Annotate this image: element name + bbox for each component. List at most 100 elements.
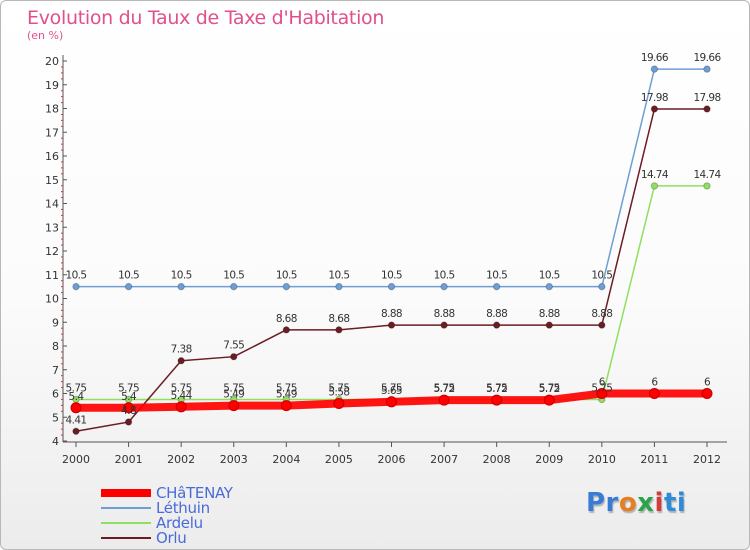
data-label: 5.75 [434, 382, 455, 394]
y-tick-label: 13 [45, 221, 59, 234]
y-tick-label: 12 [45, 245, 59, 258]
data-label: 8.88 [486, 308, 507, 320]
data-point [335, 282, 343, 291]
data-label: 5.65 [381, 385, 402, 397]
y-tick-label: 7 [52, 364, 59, 377]
y-tick-label: 18 [45, 103, 59, 116]
legend-swatch [101, 489, 151, 497]
data-label: 10.5 [539, 270, 560, 282]
data-label: 10.5 [276, 270, 297, 282]
data-point [438, 394, 450, 406]
chart-title: Evolution du Taux de Taxe d'Habitation [27, 7, 385, 29]
data-label: 5.75 [591, 382, 612, 394]
legend-swatch [101, 537, 151, 539]
data-point [124, 418, 133, 426]
data-label: 5.58 [328, 386, 349, 398]
legend-label: CHâTENAY [156, 484, 233, 502]
data-label: 4.41 [66, 414, 87, 426]
data-label: 10.5 [223, 270, 244, 282]
data-point [440, 282, 448, 291]
data-label: 10.5 [486, 270, 507, 282]
legend-item: CHâTENAY [101, 484, 301, 502]
data-point [386, 396, 397, 408]
chart-subtitle: (en %) [27, 29, 64, 42]
y-tick-label: 15 [45, 174, 59, 187]
data-point [333, 397, 345, 409]
data-point [701, 388, 713, 399]
data-label: 19.66 [693, 52, 721, 64]
legend-label: Ardelu [156, 514, 203, 532]
data-label: 6 [704, 377, 711, 389]
series-line-ardelu [75, 185, 708, 401]
data-label: 5.75 [276, 382, 297, 394]
data-point [228, 400, 240, 412]
data-point [280, 400, 292, 412]
data-label: 5.4 [69, 391, 85, 403]
data-label: 5.72 [486, 383, 507, 395]
x-tick-label: 2011 [640, 453, 668, 466]
data-label: 10.5 [66, 270, 87, 282]
x-tick-label: 2001 [115, 453, 143, 466]
y-tick-label: 9 [52, 316, 59, 329]
data-point [124, 282, 133, 291]
data-point [703, 105, 711, 113]
data-label: 6 [599, 377, 606, 389]
data-point [230, 282, 238, 291]
logo-part: i [654, 488, 664, 518]
data-label: 5.49 [276, 389, 297, 401]
legend-item: Orlu [101, 529, 301, 547]
data-label: 5.75 [223, 382, 244, 394]
y-tick-label: 5 [52, 411, 59, 424]
data-point [543, 394, 555, 406]
legend-swatch [101, 522, 151, 524]
legend: CHâTENAY Léthuin Ardelu Orlu [101, 484, 301, 547]
data-label: 5.75 [328, 382, 349, 394]
x-tick-label: 2002 [167, 453, 195, 466]
data-label: 5.75 [539, 382, 560, 394]
legend-swatch [101, 507, 151, 509]
data-point [230, 352, 238, 361]
data-label: 10.5 [328, 270, 349, 282]
y-tick-label: 17 [45, 126, 59, 139]
data-point [335, 326, 343, 334]
data-label: 5.75 [381, 382, 402, 394]
legend-label: Orlu [156, 529, 187, 547]
data-label: 5.75 [486, 382, 507, 394]
data-label: 10.5 [118, 270, 139, 282]
y-tick-label: 10 [45, 293, 59, 306]
data-label: 8.88 [381, 308, 402, 320]
data-label: 10.5 [591, 270, 612, 282]
data-point [596, 388, 608, 399]
data-label: 19.66 [641, 52, 669, 64]
y-tick-label: 14 [45, 198, 59, 211]
data-label: 5.49 [223, 389, 244, 401]
data-point [70, 402, 82, 414]
data-point [491, 394, 503, 406]
data-point [282, 282, 291, 291]
data-label: 5.72 [434, 383, 455, 395]
data-label: 5.75 [118, 382, 139, 394]
x-tick-label: 2000 [62, 453, 90, 466]
data-point [123, 402, 135, 414]
data-label: 10.5 [381, 270, 402, 282]
data-point [492, 321, 501, 329]
data-label: 8.68 [328, 313, 349, 325]
data-label: 8.88 [591, 308, 612, 320]
y-tick-label: 19 [45, 79, 59, 92]
y-tick-label: 16 [45, 150, 59, 163]
logo-part: Pr [586, 488, 619, 518]
x-tick-label: 2009 [535, 453, 563, 466]
data-label: 17.98 [693, 92, 720, 104]
data-point [598, 321, 606, 329]
data-point [175, 401, 187, 413]
x-tick-label: 2007 [430, 453, 458, 466]
data-label: 5.72 [539, 383, 560, 395]
data-label: 5.75 [171, 382, 192, 394]
proxiti-logo: Proxiti [586, 488, 686, 518]
data-label: 5.75 [66, 382, 87, 394]
data-label: 10.5 [171, 270, 192, 282]
data-label: 8.88 [434, 308, 455, 320]
data-point [703, 65, 711, 73]
data-point [703, 182, 711, 190]
series-line-léthuin [75, 68, 708, 288]
